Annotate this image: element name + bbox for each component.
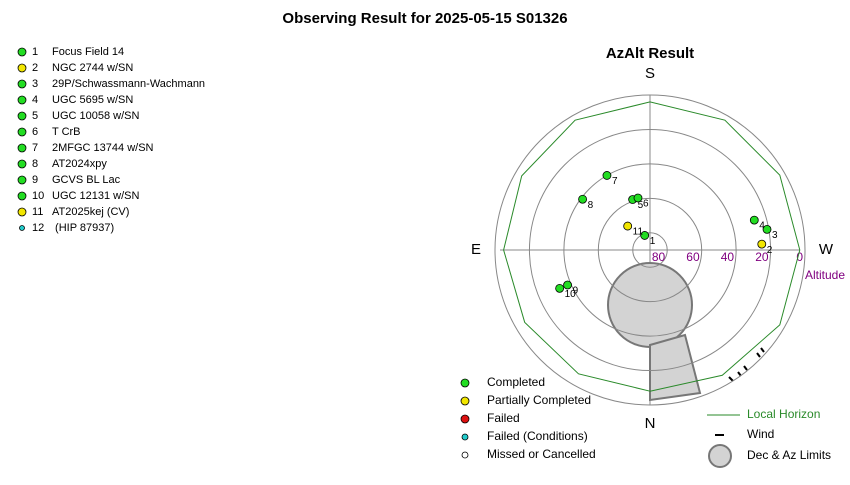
direction-label: W <box>819 241 834 258</box>
target-id: 12 <box>32 222 44 234</box>
legend-marker <box>460 396 470 406</box>
legend-marker <box>460 378 470 388</box>
r-tick-label: 0 <box>796 250 803 264</box>
point-label: 1 <box>650 236 656 247</box>
target-name: NGC 2744 w/SN <box>52 62 133 74</box>
target-id: 8 <box>32 158 38 170</box>
target-point <box>555 283 565 293</box>
r-tick-label: 80 <box>652 250 666 264</box>
point-label: 8 <box>588 200 594 211</box>
point-label: 4 <box>759 221 765 232</box>
grid-circle <box>528 128 772 372</box>
list-marker <box>17 127 27 137</box>
target-id: 1 <box>32 46 38 58</box>
list-marker <box>17 47 27 57</box>
list-marker <box>17 207 27 217</box>
list-marker <box>17 63 27 73</box>
horizon-line <box>503 101 801 392</box>
list-marker <box>19 225 25 231</box>
list-marker <box>17 175 27 185</box>
legend-marker <box>460 414 470 424</box>
target-point <box>623 221 633 231</box>
target-name: UGC 10058 w/SN <box>52 110 139 122</box>
point-label: 5 <box>638 200 644 211</box>
grid-circle <box>632 232 668 268</box>
legend-label: Wind <box>747 427 774 441</box>
target-point <box>602 171 612 180</box>
list-marker <box>17 79 27 89</box>
target-name: AT2025kej (CV) <box>52 206 129 218</box>
target-id: 6 <box>32 126 38 138</box>
axis-label: Altitude <box>805 268 845 282</box>
target-name: Focus Field 14 <box>52 46 124 58</box>
direction-label: S <box>645 65 655 82</box>
target-name: UGC 5695 w/SN <box>52 94 133 106</box>
legend-label: Failed (Conditions) <box>487 429 588 443</box>
target-name: UGC 12131 w/SN <box>52 190 139 202</box>
target-id: 2 <box>32 62 38 74</box>
legend-label: Partially Completed <box>487 393 591 407</box>
point-label: 11 <box>633 227 644 238</box>
target-point <box>578 194 588 204</box>
point-label: 3 <box>772 230 778 241</box>
legend-label: Missed or Cancelled <box>487 447 596 461</box>
chart-title: Observing Result for 2025-05-15 S01326 <box>282 10 567 27</box>
direction-label: N <box>645 415 656 432</box>
target-point <box>762 224 772 234</box>
r-tick-label: 60 <box>686 250 700 264</box>
legend-marker <box>461 451 469 459</box>
point-label: 9 <box>573 286 579 297</box>
r-tick-label: 40 <box>721 250 735 264</box>
point-label: 2 <box>767 245 773 256</box>
r-tick-label: 20 <box>755 250 769 264</box>
list-marker <box>17 95 27 105</box>
target-id: 3 <box>32 78 38 90</box>
chart-subtitle: AzAlt Result <box>606 45 694 62</box>
target-name: (HIP 87937) <box>52 222 114 234</box>
grid-circle <box>597 197 703 303</box>
legend-label: Dec & Az Limits <box>747 448 831 462</box>
list-marker <box>17 159 27 169</box>
target-point <box>633 193 643 203</box>
target-id: 5 <box>32 110 38 122</box>
list-marker <box>17 143 27 153</box>
grid-circle <box>494 94 806 406</box>
target-name: 29P/Schwassmann-Wachmann <box>52 78 205 90</box>
target-point <box>563 280 572 290</box>
target-name: GCVS BL Lac <box>52 174 121 186</box>
target-point <box>757 239 767 249</box>
legend-label: Local Horizon <box>747 407 820 421</box>
list-marker <box>17 191 27 201</box>
target-point <box>749 215 759 225</box>
target-id: 4 <box>32 94 38 106</box>
grid-circle <box>563 163 737 337</box>
target-name: 2MFGC 13744 w/SN <box>52 142 154 154</box>
dec-limit <box>607 262 693 348</box>
point-label: 10 <box>565 289 577 300</box>
legend-limits <box>708 444 732 468</box>
target-name: AT2024xpy <box>52 158 107 170</box>
list-marker <box>17 111 27 121</box>
target-name: T CrB <box>52 126 81 138</box>
legend-label: Completed <box>487 375 545 389</box>
target-id: 10 <box>32 190 44 202</box>
point-label: 6 <box>643 199 649 210</box>
legend-label: Failed <box>487 411 520 425</box>
target-id: 9 <box>32 174 38 186</box>
legend-marker <box>461 433 469 441</box>
direction-label: E <box>471 241 481 258</box>
target-id: 11 <box>32 206 43 218</box>
target-point <box>640 231 650 240</box>
point-label: 7 <box>612 176 618 187</box>
target-id: 7 <box>32 142 38 154</box>
